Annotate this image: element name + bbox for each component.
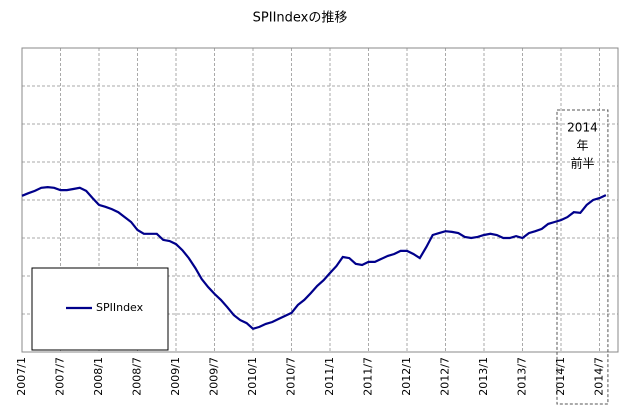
legend-box xyxy=(31,267,169,351)
x-tick-label: 2010/7 xyxy=(285,357,298,396)
x-tick-label: 2013/1 xyxy=(477,357,490,396)
x-tick-label: 2011/1 xyxy=(323,357,336,396)
x-tick-label: 2014/7 xyxy=(593,357,606,396)
plot-border xyxy=(21,47,619,353)
x-tick-label: 2009/1 xyxy=(169,357,182,396)
x-tick-label: 2008/7 xyxy=(131,357,144,396)
legend-label: SPIIndex xyxy=(96,301,144,314)
annotation-box xyxy=(556,109,609,405)
annotation-text: 2014 xyxy=(567,121,598,135)
x-tick-label: 2014/1 xyxy=(554,357,567,396)
chart-title: SPIIndexの推移 xyxy=(253,11,348,26)
x-tick-label: 2007/1 xyxy=(15,357,28,396)
annotation-text: 前半 xyxy=(570,156,594,171)
x-tick-label: 2009/7 xyxy=(208,357,221,396)
x-tick-label: 2007/7 xyxy=(54,357,67,396)
x-tick-label: 2012/1 xyxy=(400,357,413,396)
x-tick-label: 2012/7 xyxy=(439,357,452,396)
line xyxy=(21,185,607,331)
annotation-text: 年 xyxy=(576,139,588,153)
x-tick-label: 2013/7 xyxy=(516,357,529,396)
x-tick-label: 2008/1 xyxy=(92,357,105,396)
x-tick-label: 2011/7 xyxy=(362,357,375,396)
x-tick-label: 2010/1 xyxy=(246,357,259,396)
